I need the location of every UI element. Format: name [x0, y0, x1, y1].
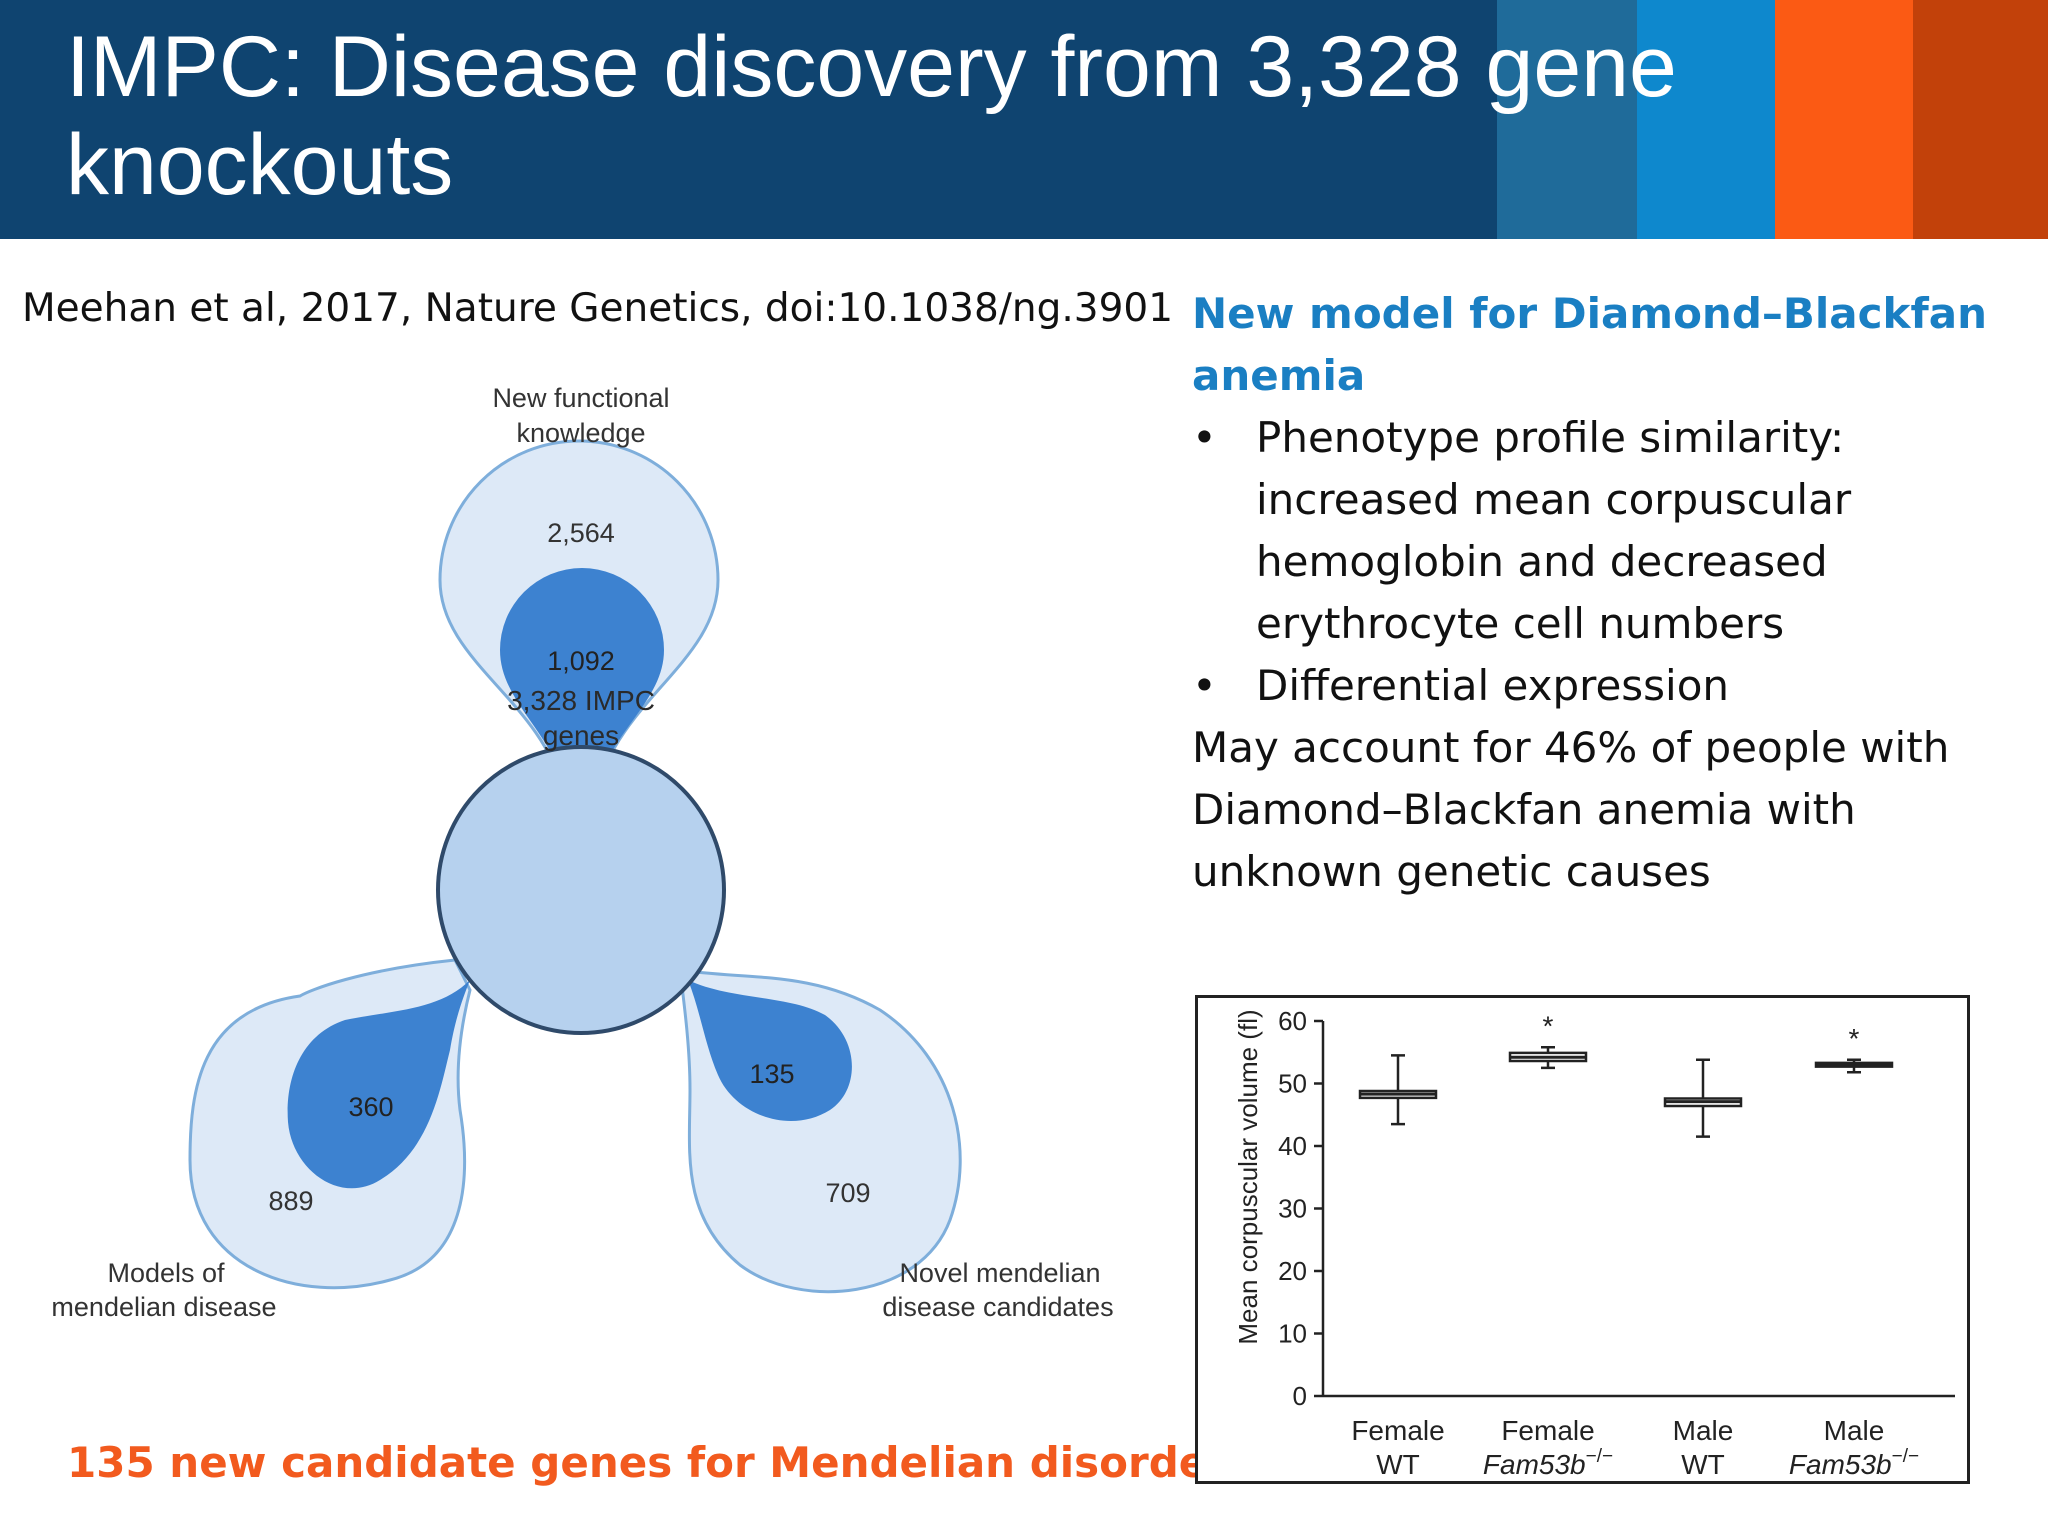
x-tick-label: Female: [1501, 1415, 1594, 1446]
right-outer-count: 709: [825, 1178, 870, 1208]
y-tick-label: 50: [1278, 1069, 1307, 1099]
top-category-label: New functional: [492, 383, 669, 413]
y-axis-label: Mean corpuscular volume (fl): [1233, 1009, 1263, 1344]
left-inner-count: 360: [348, 1092, 393, 1122]
citation: Meehan et al, 2017, Nature Genetics, doi…: [22, 286, 1174, 331]
right-inner-count: 135: [749, 1059, 794, 1089]
bullet-item: • Phenotype profile similarity: increase…: [1192, 407, 2012, 655]
x-tick-label: Male: [1673, 1415, 1734, 1446]
panel-heading: New model for Diamond–Blackfan anemia: [1192, 289, 1987, 400]
findings-panel: New model for Diamond–Blackfan anemia • …: [1192, 283, 2012, 903]
bullet-text: Differential expression: [1256, 661, 1730, 710]
right-category-label: Novel mendelian: [899, 1258, 1100, 1288]
gene-category-diagram: 3,328 IMPC genes New functional knowledg…: [51, 383, 1113, 1322]
top-category-label: knowledge: [516, 418, 645, 448]
x-tick-label: WT: [1681, 1449, 1725, 1480]
center-label: 3,328 IMPC: [507, 685, 655, 716]
title-banner: IMPC: Disease discovery from 3,328 gene …: [0, 0, 2048, 239]
left-category-label: mendelian disease: [51, 1292, 276, 1322]
left-category-label: Models of: [107, 1258, 225, 1288]
title-banner-stripe: [1913, 0, 2048, 239]
x-tick-label: Fam53b−/−: [1789, 1446, 1919, 1480]
box-plot-chart: Mean corpuscular volume (fl) 0 10 20 30 40 50…: [1195, 995, 1970, 1484]
slide-title: IMPC: Disease discovery from 3,328 gene …: [66, 19, 1677, 213]
bullet-item: • Differential expression: [1192, 655, 2012, 717]
chart-frame: [1195, 995, 1970, 1484]
y-tick-label: 0: [1293, 1381, 1307, 1411]
bullet-icon: •: [1192, 413, 1217, 462]
x-tick-label: WT: [1376, 1449, 1420, 1480]
right-category-label: disease candidates: [882, 1292, 1113, 1322]
title-banner-stripe: [1497, 0, 1637, 239]
top-inner-count: 1,092: [547, 646, 615, 676]
significance-marker: *: [1543, 1010, 1554, 1041]
significance-marker: *: [1849, 1023, 1860, 1054]
y-tick-label: 10: [1278, 1319, 1307, 1349]
center-label: genes: [543, 720, 619, 751]
top-outer-count: 2,564: [547, 518, 615, 548]
title-banner-stripe: [1637, 0, 1775, 239]
title-banner-stripe: [1775, 0, 1913, 239]
center-circle: [436, 745, 726, 1035]
x-tick-label: Fam53b−/−: [1483, 1446, 1613, 1480]
right-inner-lobe: [688, 980, 852, 1122]
x-tick-label: Female: [1351, 1415, 1444, 1446]
footer-note: 135 new candidate genes for Mendelian di…: [67, 1438, 1253, 1487]
bullet-text: Phenotype profile similarity: increased …: [1256, 413, 1852, 648]
y-tick-label: 40: [1278, 1131, 1307, 1161]
x-tick-label: Male: [1824, 1415, 1885, 1446]
top-inner-lobe: [500, 568, 664, 788]
left-outer-count: 889: [268, 1186, 313, 1216]
y-tick-label: 20: [1278, 1256, 1307, 1286]
bullet-icon: •: [1192, 661, 1217, 710]
left-inner-lobe: [287, 980, 470, 1189]
y-tick-label: 30: [1278, 1194, 1307, 1224]
y-tick-label: 60: [1278, 1006, 1307, 1036]
panel-body: May account for 46% of people with Diamo…: [1192, 723, 1950, 896]
